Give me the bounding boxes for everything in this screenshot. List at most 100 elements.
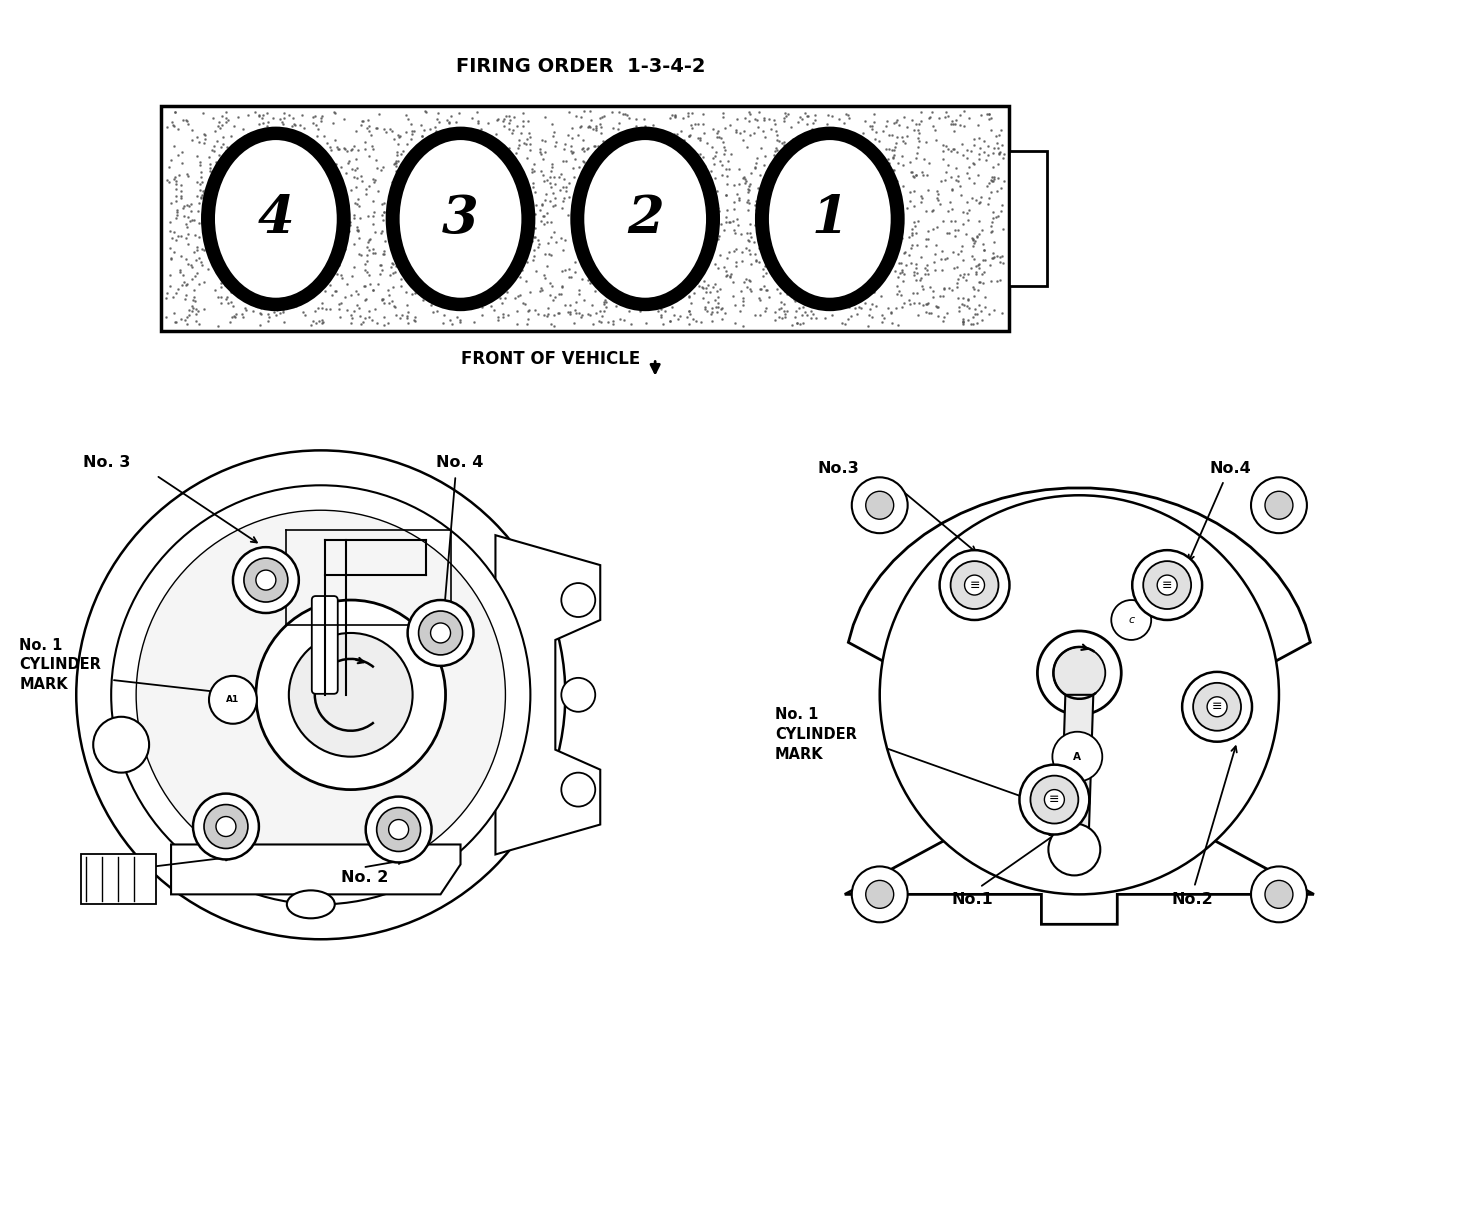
Point [506,251,530,271]
Point [234,248,257,268]
Point [531,194,554,214]
Point [745,153,768,172]
Point [385,154,408,173]
Point [263,303,287,322]
Point [198,207,221,226]
Point [793,246,816,266]
Point [225,107,249,127]
Circle shape [1132,550,1203,620]
Point [969,272,992,292]
Point [698,221,721,241]
Text: No. 1
CYLINDER
MARK: No. 1 CYLINDER MARK [775,707,857,763]
Point [202,108,225,128]
Point [780,279,803,299]
Point [781,283,805,303]
Point [187,248,211,268]
Point [418,138,442,157]
Point [521,172,544,192]
Point [620,240,644,260]
Point [967,255,990,274]
Point [249,279,272,299]
Point [243,151,266,171]
Point [464,170,487,189]
Point [162,167,186,187]
Point [851,264,875,284]
Point [437,199,461,219]
Point [957,167,980,187]
Point [262,235,285,255]
Point [379,257,402,277]
Point [205,205,228,225]
Point [853,112,876,132]
Point [521,177,544,197]
Point [443,124,467,144]
Point [300,276,323,295]
Point [202,140,225,160]
Point [458,261,481,280]
Point [692,148,715,167]
Point [272,216,296,236]
Point [356,231,379,251]
Point [402,310,426,330]
Point [274,209,297,229]
Point [335,226,358,246]
Point [672,232,695,252]
Point [872,225,895,245]
Point [271,112,294,132]
Point [768,251,791,271]
Point [569,308,593,327]
Point [461,245,484,264]
Point [253,140,277,160]
Point [837,310,860,330]
Point [372,210,395,230]
Point [752,108,775,128]
Point [475,155,499,175]
Point [939,114,963,134]
Point [462,220,486,240]
Point [850,220,873,240]
Point [234,268,257,288]
Point [521,250,544,269]
Point [705,205,729,225]
Point [815,138,838,157]
Point [651,187,674,207]
Point [948,264,971,284]
Point [389,144,413,164]
Point [575,140,598,160]
Point [815,114,838,134]
Point [265,262,288,282]
Point [391,156,414,176]
Point [840,205,863,225]
Point [631,194,654,214]
Point [189,187,212,207]
Point [484,230,508,250]
Point [664,213,688,232]
Point [789,197,812,216]
Point [610,239,633,258]
Point [538,228,562,247]
Point [228,231,252,251]
Point [686,260,710,279]
Point [809,226,832,246]
Point [415,165,439,184]
Point [591,252,614,272]
Point [638,263,661,283]
Point [715,247,739,267]
Point [250,253,274,273]
Point [186,202,209,221]
Point [420,295,443,315]
Point [256,269,279,289]
Point [360,135,383,155]
Point [922,219,945,239]
Point [686,164,710,183]
Point [658,267,682,287]
Point [947,166,970,186]
Point [696,293,720,312]
Point [768,257,791,277]
Point [279,282,303,301]
Point [885,112,909,132]
Point [297,177,320,197]
Point [881,148,904,167]
Point [338,151,361,171]
Point [821,251,844,271]
